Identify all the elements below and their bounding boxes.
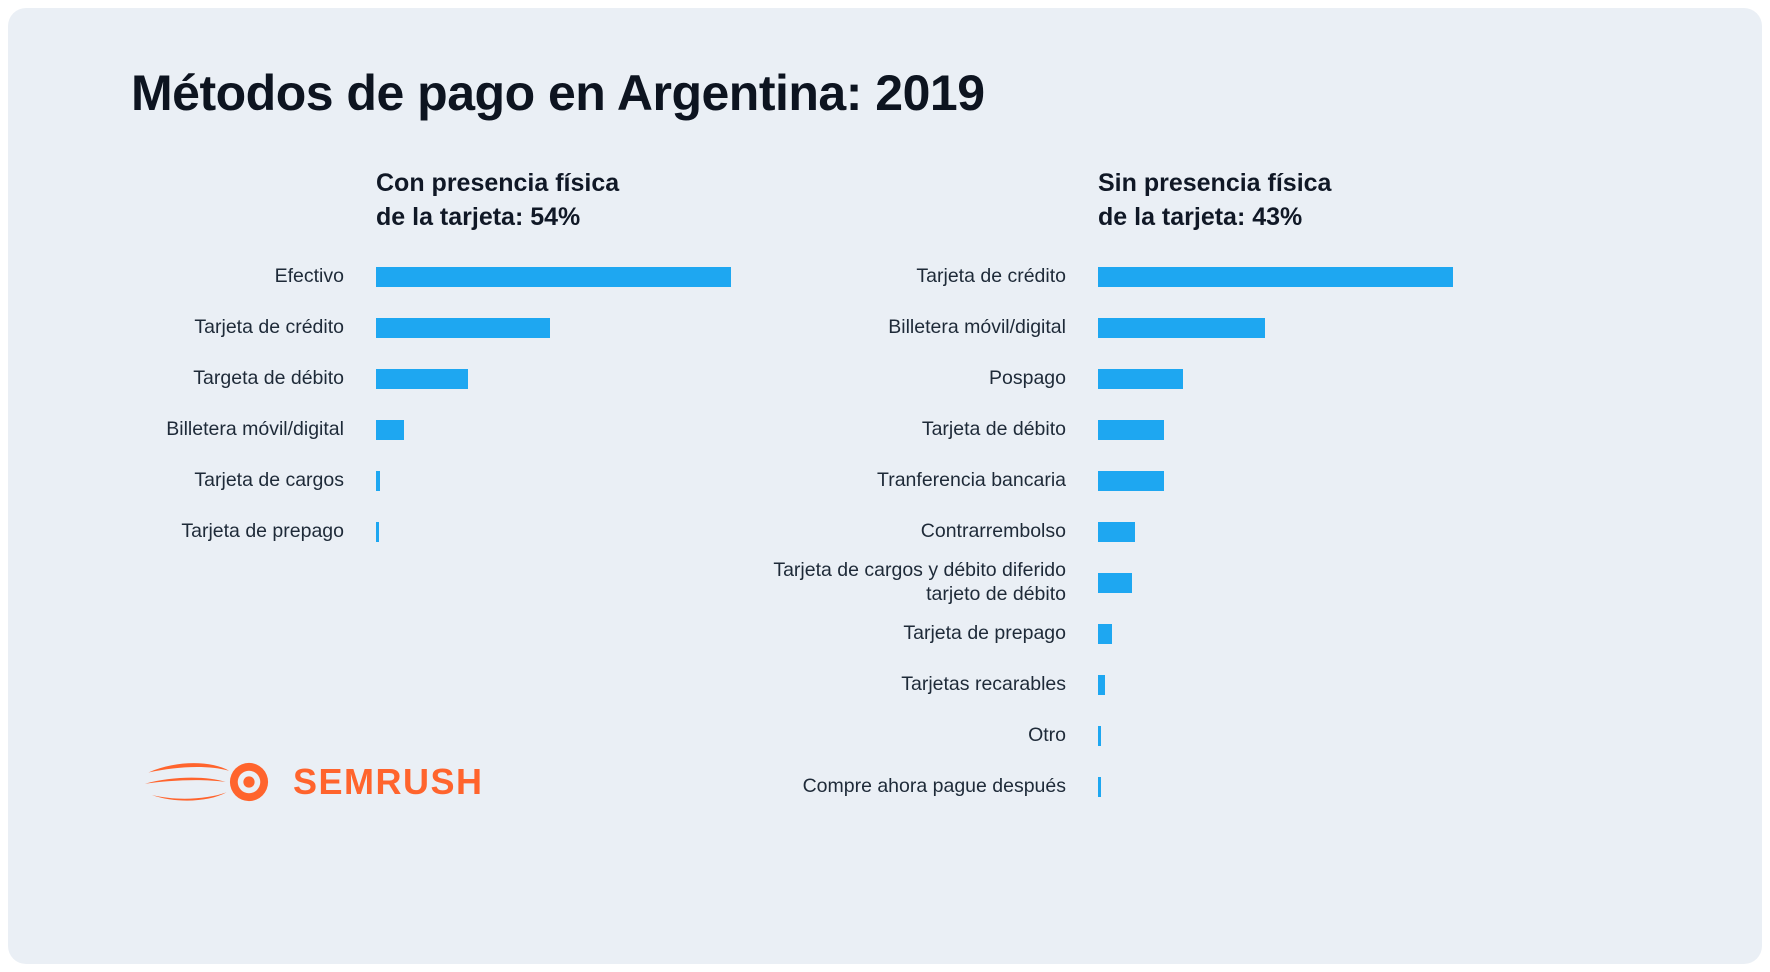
- category-label: Billetera móvil/digital: [888, 316, 1066, 339]
- bar: [1098, 369, 1183, 389]
- bar-track: [1098, 318, 1762, 338]
- bar: [1098, 624, 1112, 644]
- bar: [376, 318, 550, 338]
- bar-row: Tarjetas recarables: [768, 660, 1762, 711]
- bar-track: [1098, 522, 1762, 542]
- category-label: Tarjeta de prepago: [181, 520, 344, 543]
- bar-track: [376, 471, 768, 491]
- bar-row: Tarjeta de cargos y débito diferido tarj…: [768, 558, 1762, 609]
- bar-row: Targeta de débito: [131, 354, 768, 405]
- category-label: Contrarrembolso: [920, 520, 1066, 543]
- chart-subtitle-left: Con presencia física de la tarjeta: 54%: [376, 169, 620, 231]
- bar-rows-left: Efectivo Tarjeta de crédito Targeta de déb…: [131, 252, 768, 558]
- category-label: Tarjetas recarables: [901, 673, 1066, 696]
- bar-track: [376, 522, 768, 542]
- bar-row: Billetera móvil/digital: [768, 303, 1762, 354]
- bar: [1098, 471, 1164, 491]
- bar: [1098, 726, 1101, 746]
- category-label: Tarjeta de crédito: [194, 316, 344, 339]
- bar: [376, 522, 379, 542]
- bar-row: Tarjeta de prepago: [768, 609, 1762, 660]
- bar-track: [376, 420, 768, 440]
- bar: [1098, 318, 1265, 338]
- bar-row: Tarjeta de crédito: [131, 303, 768, 354]
- bar-row: Contrarrembolso: [768, 507, 1762, 558]
- bar-track: [1098, 777, 1762, 797]
- bar: [376, 267, 731, 287]
- semrush-logo: SEMRUSH: [141, 756, 484, 808]
- bar-rows-right: Tarjeta de crédito Billetera móvil/digita…: [768, 252, 1762, 813]
- category-label: Billetera móvil/digital: [166, 418, 344, 441]
- chart-subtitle-right: Sin presencia física de la tarjeta: 43%: [1098, 169, 1332, 231]
- bar-row: Tarjeta de cargos: [131, 456, 768, 507]
- bar-row: Tarjeta de débito: [768, 405, 1762, 456]
- semrush-flame-icon: [145, 762, 269, 802]
- bar-row: Efectivo: [131, 252, 768, 303]
- bar-track: [1098, 471, 1762, 491]
- category-label: Tarjeta de cargos: [194, 469, 344, 492]
- category-label: Tarjeta de prepago: [903, 622, 1066, 645]
- bar-row: Compre ahora pague después: [768, 762, 1762, 813]
- category-label: Tranferencia bancaria: [877, 469, 1066, 492]
- category-label: Tarjeta de débito: [921, 418, 1066, 441]
- charts-container: Con presencia física de la tarjeta: 54% …: [131, 167, 1762, 813]
- category-label: Tarjeta de cargos y débito diferido tarj…: [773, 559, 1066, 605]
- category-label: Tarjeta de crédito: [916, 265, 1066, 288]
- bar: [1098, 420, 1164, 440]
- bar: [1098, 267, 1453, 287]
- category-label: Efectivo: [274, 265, 344, 288]
- bar: [376, 420, 404, 440]
- semrush-wordmark: SEMRUSH: [293, 761, 484, 802]
- category-label: Pospago: [989, 367, 1066, 390]
- bar-track: [1098, 420, 1762, 440]
- bar: [1098, 522, 1135, 542]
- bar-row: Tarjeta de prepago: [131, 507, 768, 558]
- bar-track: [1098, 675, 1762, 695]
- bar: [1098, 573, 1132, 593]
- category-label: Otro: [1028, 724, 1066, 747]
- bar-row: Tarjeta de crédito: [768, 252, 1762, 303]
- bar-track: [1098, 573, 1762, 593]
- category-label: Compre ahora pague después: [802, 775, 1066, 798]
- bar-track: [1098, 726, 1762, 746]
- category-label: Targeta de débito: [193, 367, 344, 390]
- infographic-panel: Métodos de pago en Argentina: 2019 Con p…: [8, 8, 1762, 964]
- chart-sin-presencia-fisica: Sin presencia física de la tarjeta: 43% …: [768, 167, 1762, 813]
- bar-row: Pospago: [768, 354, 1762, 405]
- bar-track: [376, 267, 768, 287]
- bar: [1098, 675, 1105, 695]
- bar-track: [376, 318, 768, 338]
- bar: [1098, 777, 1101, 797]
- bar-track: [1098, 267, 1762, 287]
- bar-row: Tranferencia bancaria: [768, 456, 1762, 507]
- bar-row: Billetera móvil/digital: [131, 405, 768, 456]
- bar-row: Otro: [768, 711, 1762, 762]
- bar-track: [1098, 369, 1762, 389]
- bar-track: [1098, 624, 1762, 644]
- bar: [376, 471, 380, 491]
- page-title: Métodos de pago en Argentina: 2019: [131, 65, 985, 121]
- chart-con-presencia-fisica: Con presencia física de la tarjeta: 54% …: [131, 167, 768, 558]
- bar: [376, 369, 468, 389]
- bar-track: [376, 369, 768, 389]
